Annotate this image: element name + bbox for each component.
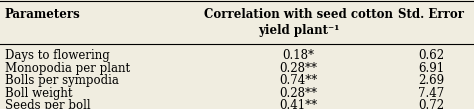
Text: Monopodia per plant: Monopodia per plant [5, 62, 130, 75]
Text: Seeds per boll: Seeds per boll [5, 99, 91, 109]
Text: Std. Error: Std. Error [398, 8, 465, 21]
Text: 0.28**: 0.28** [280, 87, 318, 100]
Text: Boll weight: Boll weight [5, 87, 72, 100]
Text: Days to flowering: Days to flowering [5, 49, 109, 62]
Text: 2.69: 2.69 [418, 74, 445, 87]
Text: 0.41**: 0.41** [280, 99, 318, 109]
Text: Parameters: Parameters [5, 8, 81, 21]
Text: Bolls per sympodia: Bolls per sympodia [5, 74, 118, 87]
Text: 0.72: 0.72 [418, 99, 445, 109]
Text: Correlation with seed cotton
yield plant⁻¹: Correlation with seed cotton yield plant… [204, 8, 393, 37]
Text: 7.47: 7.47 [418, 87, 445, 100]
Text: 6.91: 6.91 [418, 62, 445, 75]
Text: 0.62: 0.62 [418, 49, 445, 62]
Text: 0.18*: 0.18* [283, 49, 315, 62]
Text: 0.74**: 0.74** [280, 74, 318, 87]
Text: 0.28**: 0.28** [280, 62, 318, 75]
